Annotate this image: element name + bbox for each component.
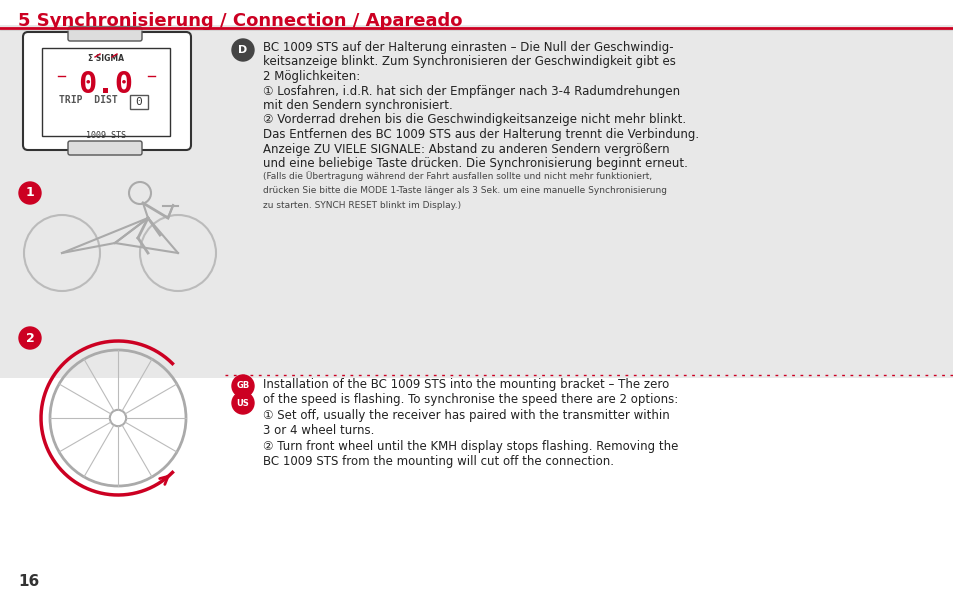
Text: 0: 0 — [135, 97, 142, 107]
Text: Σ SIGMA: Σ SIGMA — [88, 54, 124, 63]
Circle shape — [19, 327, 41, 349]
Text: 5 Synchronisierung / Connection / Apareado: 5 Synchronisierung / Connection / Aparea… — [18, 12, 462, 30]
Text: Installation of the BC 1009 STS into the mounting bracket – The zero: Installation of the BC 1009 STS into the… — [263, 378, 669, 391]
Text: Anzeige ZU VIELE SIGNALE: Abstand zu anderen Sendern vergrößern: Anzeige ZU VIELE SIGNALE: Abstand zu and… — [263, 142, 669, 156]
Text: drücken Sie bitte die MODE 1-Taste länger als 3 Sek. um eine manuelle Synchronis: drücken Sie bitte die MODE 1-Taste länge… — [263, 186, 666, 195]
Circle shape — [19, 182, 41, 204]
Text: zu starten. SYNCH RESET blinkt im Display.): zu starten. SYNCH RESET blinkt im Displa… — [263, 201, 460, 209]
Text: of the speed is flashing. To synchronise the speed there are 2 options:: of the speed is flashing. To synchronise… — [263, 394, 678, 406]
Text: TRIP  DIST: TRIP DIST — [58, 95, 117, 105]
Text: BC 1009 STS auf der Halterung einrasten – Die Null der Geschwindig-: BC 1009 STS auf der Halterung einrasten … — [263, 41, 673, 54]
Text: (Falls die Übertragung während der Fahrt ausfallen sollte und nicht mehr funktio: (Falls die Übertragung während der Fahrt… — [263, 171, 652, 182]
Text: 2 Möglichkeiten:: 2 Möglichkeiten: — [263, 70, 360, 83]
Text: 1009 STS: 1009 STS — [86, 131, 126, 140]
Text: ② Turn front wheel until the KMH display stops flashing. Removing the: ② Turn front wheel until the KMH display… — [263, 440, 678, 453]
Text: 0.0: 0.0 — [78, 70, 133, 99]
FancyBboxPatch shape — [42, 48, 170, 136]
Text: Das Entfernen des BC 1009 STS aus der Halterung trennt die Verbindung.: Das Entfernen des BC 1009 STS aus der Ha… — [263, 128, 699, 141]
Text: ② Vorderrad drehen bis die Geschwindigkeitsanzeige nicht mehr blinkt.: ② Vorderrad drehen bis die Geschwindigke… — [263, 113, 685, 127]
Text: mit den Sendern synchronisiert.: mit den Sendern synchronisiert. — [263, 99, 453, 112]
Circle shape — [232, 375, 253, 397]
FancyBboxPatch shape — [130, 95, 148, 109]
FancyBboxPatch shape — [0, 378, 953, 603]
Text: GB: GB — [236, 382, 250, 391]
Text: 16: 16 — [18, 574, 39, 589]
Text: 2: 2 — [26, 332, 34, 344]
Text: US: US — [236, 399, 249, 408]
Text: 1: 1 — [26, 186, 34, 200]
Text: und eine beliebige Taste drücken. Die Synchronisierung beginnt erneut.: und eine beliebige Taste drücken. Die Sy… — [263, 157, 687, 170]
Text: keitsanzeige blinkt. Zum Synchronisieren der Geschwindigkeit gibt es: keitsanzeige blinkt. Zum Synchronisieren… — [263, 55, 675, 69]
FancyBboxPatch shape — [23, 32, 191, 150]
Circle shape — [232, 39, 253, 61]
FancyBboxPatch shape — [68, 27, 142, 41]
FancyBboxPatch shape — [0, 25, 953, 378]
Text: D: D — [238, 45, 248, 55]
Text: ① Losfahren, i.d.R. hat sich der Empfänger nach 3-4 Radumdrehungen: ① Losfahren, i.d.R. hat sich der Empfäng… — [263, 84, 679, 98]
FancyBboxPatch shape — [68, 141, 142, 155]
Text: 3 or 4 wheel turns.: 3 or 4 wheel turns. — [263, 425, 374, 438]
Text: BC 1009 STS from the mounting will cut off the connection.: BC 1009 STS from the mounting will cut o… — [263, 455, 614, 469]
Text: ① Set off, usually the receiver has paired with the transmitter within: ① Set off, usually the receiver has pair… — [263, 409, 669, 422]
Circle shape — [232, 392, 253, 414]
